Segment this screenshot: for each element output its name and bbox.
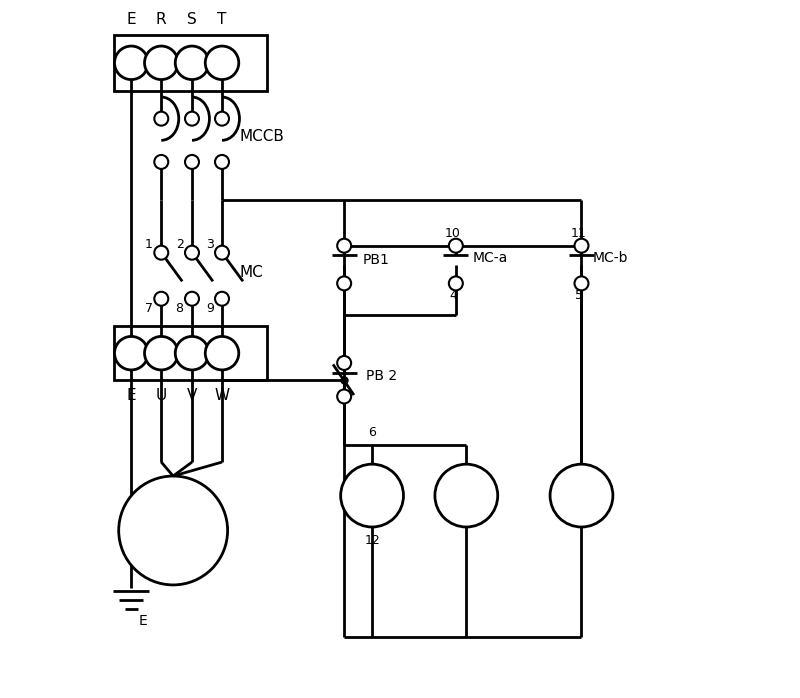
Text: E: E bbox=[138, 614, 147, 628]
Circle shape bbox=[574, 239, 589, 253]
Bar bbox=[114, 35, 267, 91]
Text: 9: 9 bbox=[206, 302, 214, 315]
Text: 8: 8 bbox=[176, 302, 184, 315]
Circle shape bbox=[154, 112, 168, 126]
Circle shape bbox=[449, 239, 463, 253]
Circle shape bbox=[145, 336, 178, 370]
Circle shape bbox=[175, 46, 209, 80]
Circle shape bbox=[185, 246, 199, 260]
Text: 2: 2 bbox=[176, 238, 184, 251]
Circle shape bbox=[449, 276, 463, 290]
Text: MCCB: MCCB bbox=[239, 129, 284, 144]
Circle shape bbox=[435, 464, 498, 527]
Circle shape bbox=[337, 239, 351, 253]
Circle shape bbox=[154, 155, 168, 169]
Text: MC: MC bbox=[239, 265, 263, 280]
Text: E: E bbox=[126, 12, 136, 27]
Text: 6: 6 bbox=[368, 426, 376, 439]
Text: U: U bbox=[156, 388, 167, 403]
Bar bbox=[114, 326, 267, 380]
Text: E: E bbox=[126, 388, 136, 403]
Circle shape bbox=[215, 112, 229, 126]
Circle shape bbox=[574, 276, 589, 290]
Text: 7: 7 bbox=[145, 302, 153, 315]
Text: Motor: Motor bbox=[153, 524, 194, 537]
Circle shape bbox=[154, 292, 168, 306]
Text: R: R bbox=[156, 12, 166, 27]
Circle shape bbox=[185, 155, 199, 169]
Circle shape bbox=[550, 464, 613, 527]
Circle shape bbox=[154, 246, 168, 260]
Text: V: V bbox=[187, 388, 197, 403]
Circle shape bbox=[337, 276, 351, 290]
Text: 3: 3 bbox=[206, 238, 214, 251]
Text: MC-a: MC-a bbox=[473, 251, 508, 265]
Circle shape bbox=[206, 336, 238, 370]
Text: GL: GL bbox=[573, 489, 590, 502]
Circle shape bbox=[341, 464, 403, 527]
Text: S: S bbox=[187, 12, 197, 27]
Text: 4: 4 bbox=[449, 290, 457, 302]
Text: MC: MC bbox=[362, 489, 382, 502]
Circle shape bbox=[337, 356, 351, 370]
Text: PB 2: PB 2 bbox=[366, 369, 398, 383]
Text: 10: 10 bbox=[445, 227, 461, 239]
Text: 12: 12 bbox=[364, 535, 380, 547]
Text: MC-b: MC-b bbox=[593, 251, 628, 265]
Circle shape bbox=[145, 46, 178, 80]
Circle shape bbox=[215, 292, 229, 306]
Text: W: W bbox=[214, 388, 230, 403]
Circle shape bbox=[206, 46, 238, 80]
Text: T: T bbox=[218, 12, 226, 27]
Text: 11: 11 bbox=[571, 227, 586, 239]
Text: PB1: PB1 bbox=[362, 253, 389, 267]
Text: RL: RL bbox=[458, 489, 474, 502]
Circle shape bbox=[215, 155, 229, 169]
Circle shape bbox=[118, 476, 227, 585]
Circle shape bbox=[215, 246, 229, 260]
Circle shape bbox=[185, 112, 199, 126]
Circle shape bbox=[114, 46, 148, 80]
Circle shape bbox=[114, 336, 148, 370]
Text: 5: 5 bbox=[574, 290, 582, 302]
Circle shape bbox=[175, 336, 209, 370]
Circle shape bbox=[185, 292, 199, 306]
Text: 1: 1 bbox=[145, 238, 153, 251]
Circle shape bbox=[337, 389, 351, 403]
